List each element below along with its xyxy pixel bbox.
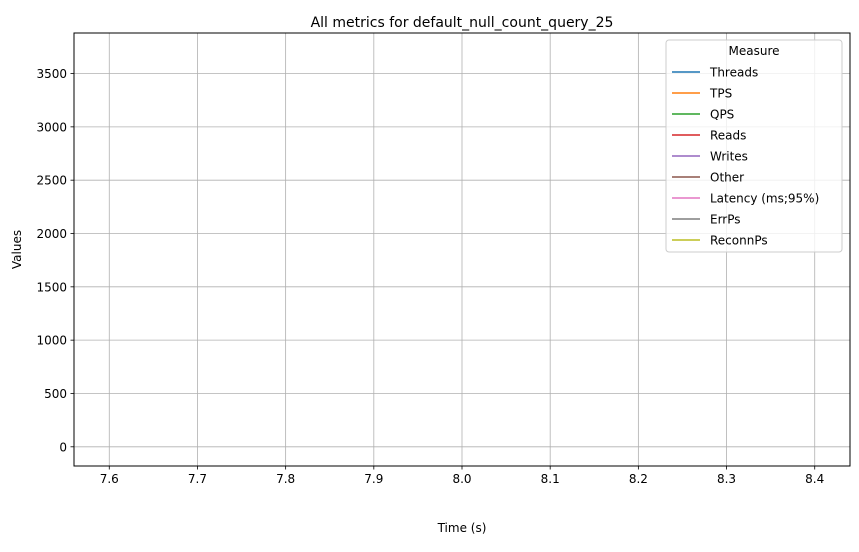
legend-label: Writes [710, 150, 748, 164]
legend-label: ErrPs [710, 213, 741, 227]
y-tick-label: 2500 [36, 174, 67, 188]
legend-box [665, 39, 843, 253]
x-tick-label: 8.3 [717, 472, 736, 486]
y-tick-label: 2000 [36, 227, 67, 241]
chart-title: All metrics for default_null_count_query… [311, 15, 614, 31]
x-tick-label: 8.2 [629, 472, 648, 486]
legend-label: Latency (ms;95%) [710, 192, 819, 206]
legend-label: Reads [710, 129, 746, 143]
y-tick-label: 3000 [36, 120, 67, 134]
y-tick-label: 0 [59, 440, 67, 454]
y-tick-label: 1000 [36, 334, 67, 348]
x-tick-label: 8.0 [452, 472, 471, 486]
x-tick-label: 7.6 [100, 472, 119, 486]
x-tick-label: 7.8 [276, 472, 295, 486]
legend-label: QPS [710, 108, 734, 122]
y-axis-ticks: 0 500 1000 1500 2000 2500 3000 3500 [36, 67, 74, 454]
x-tick-label: 7.7 [188, 472, 207, 486]
x-tick-label: 7.9 [364, 472, 383, 486]
legend-items: Threads TPS QPS Reads Writes Other Latency (ms… [672, 66, 819, 248]
x-axis-label: Time (s) [437, 521, 487, 535]
legend-label: Other [710, 171, 744, 185]
x-tick-label: 8.1 [541, 472, 560, 486]
legend-label: TPS [709, 87, 732, 101]
legend-label: Threads [709, 66, 758, 80]
legend-label: ReconnPs [710, 234, 768, 248]
y-tick-label: 1500 [36, 280, 67, 294]
legend: Measure Threads TPS QPS Reads Writes Other Lat… [665, 39, 843, 253]
x-tick-label: 8.4 [805, 472, 824, 486]
y-tick-label: 500 [44, 387, 67, 401]
legend-title: Measure [729, 44, 780, 58]
y-axis-label: Values [10, 230, 24, 269]
y-tick-label: 3500 [36, 67, 67, 81]
x-axis-ticks: 7.6 7.7 7.8 7.9 8.0 8.1 8.2 8.3 8.4 [100, 466, 824, 486]
